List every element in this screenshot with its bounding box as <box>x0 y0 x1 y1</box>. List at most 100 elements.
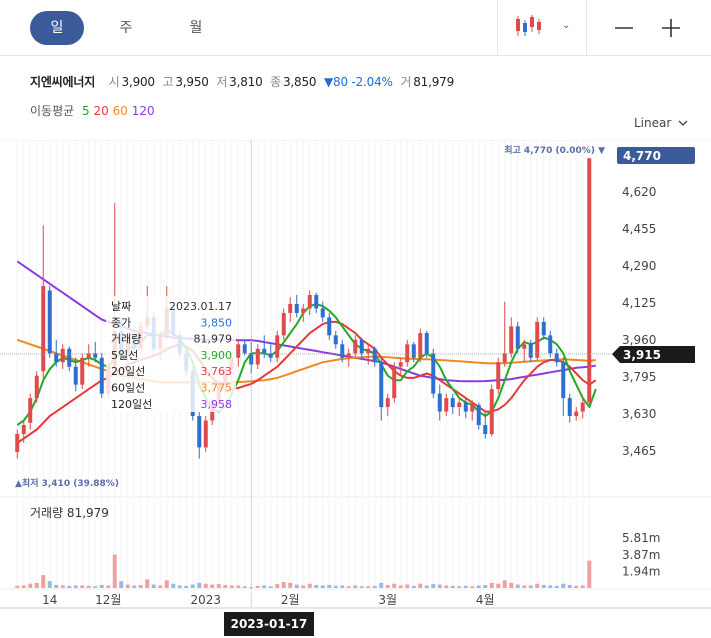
candle-body <box>203 420 208 448</box>
zoom-in-button[interactable] <box>653 10 689 46</box>
volume-bar <box>444 585 449 588</box>
tab-daily[interactable]: 일 <box>30 11 84 45</box>
chevron-down-icon: ⌄ <box>562 20 571 31</box>
candle-body <box>86 353 91 358</box>
candle-body <box>385 398 390 408</box>
ma60-legend[interactable]: 60 <box>112 104 128 118</box>
tooltip-row-label: 20일선 <box>111 364 145 378</box>
ma20-legend[interactable]: 20 <box>93 104 109 118</box>
volume-bar <box>398 585 403 588</box>
tab-monthly[interactable]: 월 <box>189 20 203 36</box>
volume-bar <box>67 585 72 588</box>
volume-bar <box>372 585 377 588</box>
volume-bar <box>119 581 124 588</box>
volume-bar <box>294 584 299 588</box>
high-marker: 최고 4,770 (0.00%) ▼ <box>504 144 605 156</box>
volume-bar <box>418 583 423 588</box>
candle-body <box>398 362 403 367</box>
volume-bar <box>515 584 520 588</box>
candle-body <box>301 308 306 313</box>
x-tick-label: 3월 <box>378 593 397 607</box>
price-tick-label: 4,125 <box>622 296 656 310</box>
volume-bar <box>359 586 364 588</box>
volume-bar <box>509 582 514 588</box>
candle-body <box>281 312 286 336</box>
candle-body <box>255 348 260 365</box>
zoom-out-button[interactable] <box>606 10 642 46</box>
candle-body <box>99 357 104 394</box>
volume-bar <box>437 584 442 588</box>
volume-bar <box>353 585 358 588</box>
volume-value: 81,979 <box>413 75 455 89</box>
candlestick-icon <box>516 15 541 36</box>
volume-bar <box>463 585 468 588</box>
candle-body <box>418 333 423 358</box>
volume-bar <box>34 582 39 588</box>
volume-bar <box>112 554 117 588</box>
volume-bar <box>489 582 494 588</box>
scale-dropdown[interactable]: Linear <box>634 116 688 130</box>
volume-bar <box>320 585 325 588</box>
volume-tick-label: 5.81m <box>622 531 660 545</box>
candle-body <box>320 308 325 318</box>
chevron-down-icon <box>678 120 688 126</box>
volume-bar <box>216 584 221 588</box>
candle-body <box>587 158 592 403</box>
tooltip-row-value: 2023.01.17 <box>169 300 232 313</box>
candle-body <box>288 303 293 313</box>
ma5-legend[interactable]: 5 <box>82 104 90 118</box>
tooltip-row-value: 81,979 <box>194 333 233 346</box>
volume-tick-label: 1.94m <box>622 564 660 578</box>
candle-body <box>502 353 507 363</box>
x-tick-label: 2월 <box>281 593 300 607</box>
crosshair-date-label: 2023-01-17 <box>224 612 314 636</box>
candle-body <box>327 317 332 336</box>
x-tick-label: 2023 <box>190 593 221 607</box>
volume-bar <box>366 586 371 588</box>
candle-body <box>424 333 429 354</box>
volume-bar <box>54 585 59 588</box>
volume-bar <box>281 582 286 588</box>
candle-body <box>236 344 241 358</box>
candle-body <box>405 344 410 363</box>
candle-body <box>197 416 202 448</box>
candle-body <box>541 321 546 336</box>
volume-bar <box>275 584 280 588</box>
candle-body <box>275 335 280 358</box>
tooltip-row-label: 날짜 <box>111 300 131 313</box>
candle-body <box>522 344 527 349</box>
volume-bar <box>535 583 540 588</box>
candle-body <box>28 398 33 423</box>
volume-bar <box>496 583 501 588</box>
tab-weekly[interactable]: 주 <box>119 20 133 36</box>
volume-bar <box>522 585 527 588</box>
volume-bar <box>28 583 33 588</box>
volume-bar <box>385 585 390 588</box>
data-tooltip: 날짜 2023.01.17 종가 3,850 거래량 81,979 5일선 3,900 20일선… <box>106 296 236 412</box>
volume-bar <box>411 585 416 588</box>
candle-body <box>561 362 566 399</box>
tooltip-row-value: 3,763 <box>201 365 233 378</box>
scale-label: Linear <box>634 116 672 130</box>
volume-bar <box>190 584 195 588</box>
price-chart[interactable]: 4,620 4,455 4,290 4,125 3,960 3,795 3,630 3,465… <box>0 140 711 610</box>
tooltip-row-label: 120일선 <box>111 397 152 411</box>
volume-bar <box>132 585 137 588</box>
low-label: 저 <box>216 75 228 89</box>
volume-bar <box>197 582 202 588</box>
tooltip-row-label: 종가 <box>111 316 131 329</box>
close-value: 3,850 <box>283 75 317 89</box>
volume-bar <box>307 583 312 588</box>
plus-icon <box>662 19 680 37</box>
ma120-legend[interactable]: 120 <box>131 104 155 118</box>
volume-bar <box>60 585 65 588</box>
ma60-line <box>16 338 596 384</box>
volume-bar <box>164 580 169 588</box>
volume-bar <box>333 585 338 588</box>
volume-bar <box>346 586 351 588</box>
candle-body <box>567 398 572 417</box>
chart-type-dropdown[interactable]: ⌄ <box>497 0 587 56</box>
volume-bar <box>392 583 397 588</box>
low-marker: ▲최저 3,410 (39.88%) <box>15 477 119 489</box>
candle-body <box>450 398 455 408</box>
